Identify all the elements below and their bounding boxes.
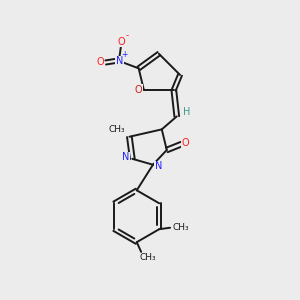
Text: -: - (126, 31, 129, 40)
Text: CH₃: CH₃ (109, 125, 125, 134)
Text: +: + (122, 50, 128, 59)
Text: CH₃: CH₃ (140, 253, 156, 262)
Text: O: O (96, 58, 104, 68)
Text: CH₃: CH₃ (172, 223, 189, 232)
Text: H: H (183, 107, 191, 117)
Text: O: O (117, 37, 125, 46)
Text: O: O (181, 138, 189, 148)
Text: N: N (122, 152, 130, 162)
Text: O: O (135, 85, 142, 95)
Text: N: N (154, 161, 162, 171)
Text: N: N (116, 56, 123, 66)
